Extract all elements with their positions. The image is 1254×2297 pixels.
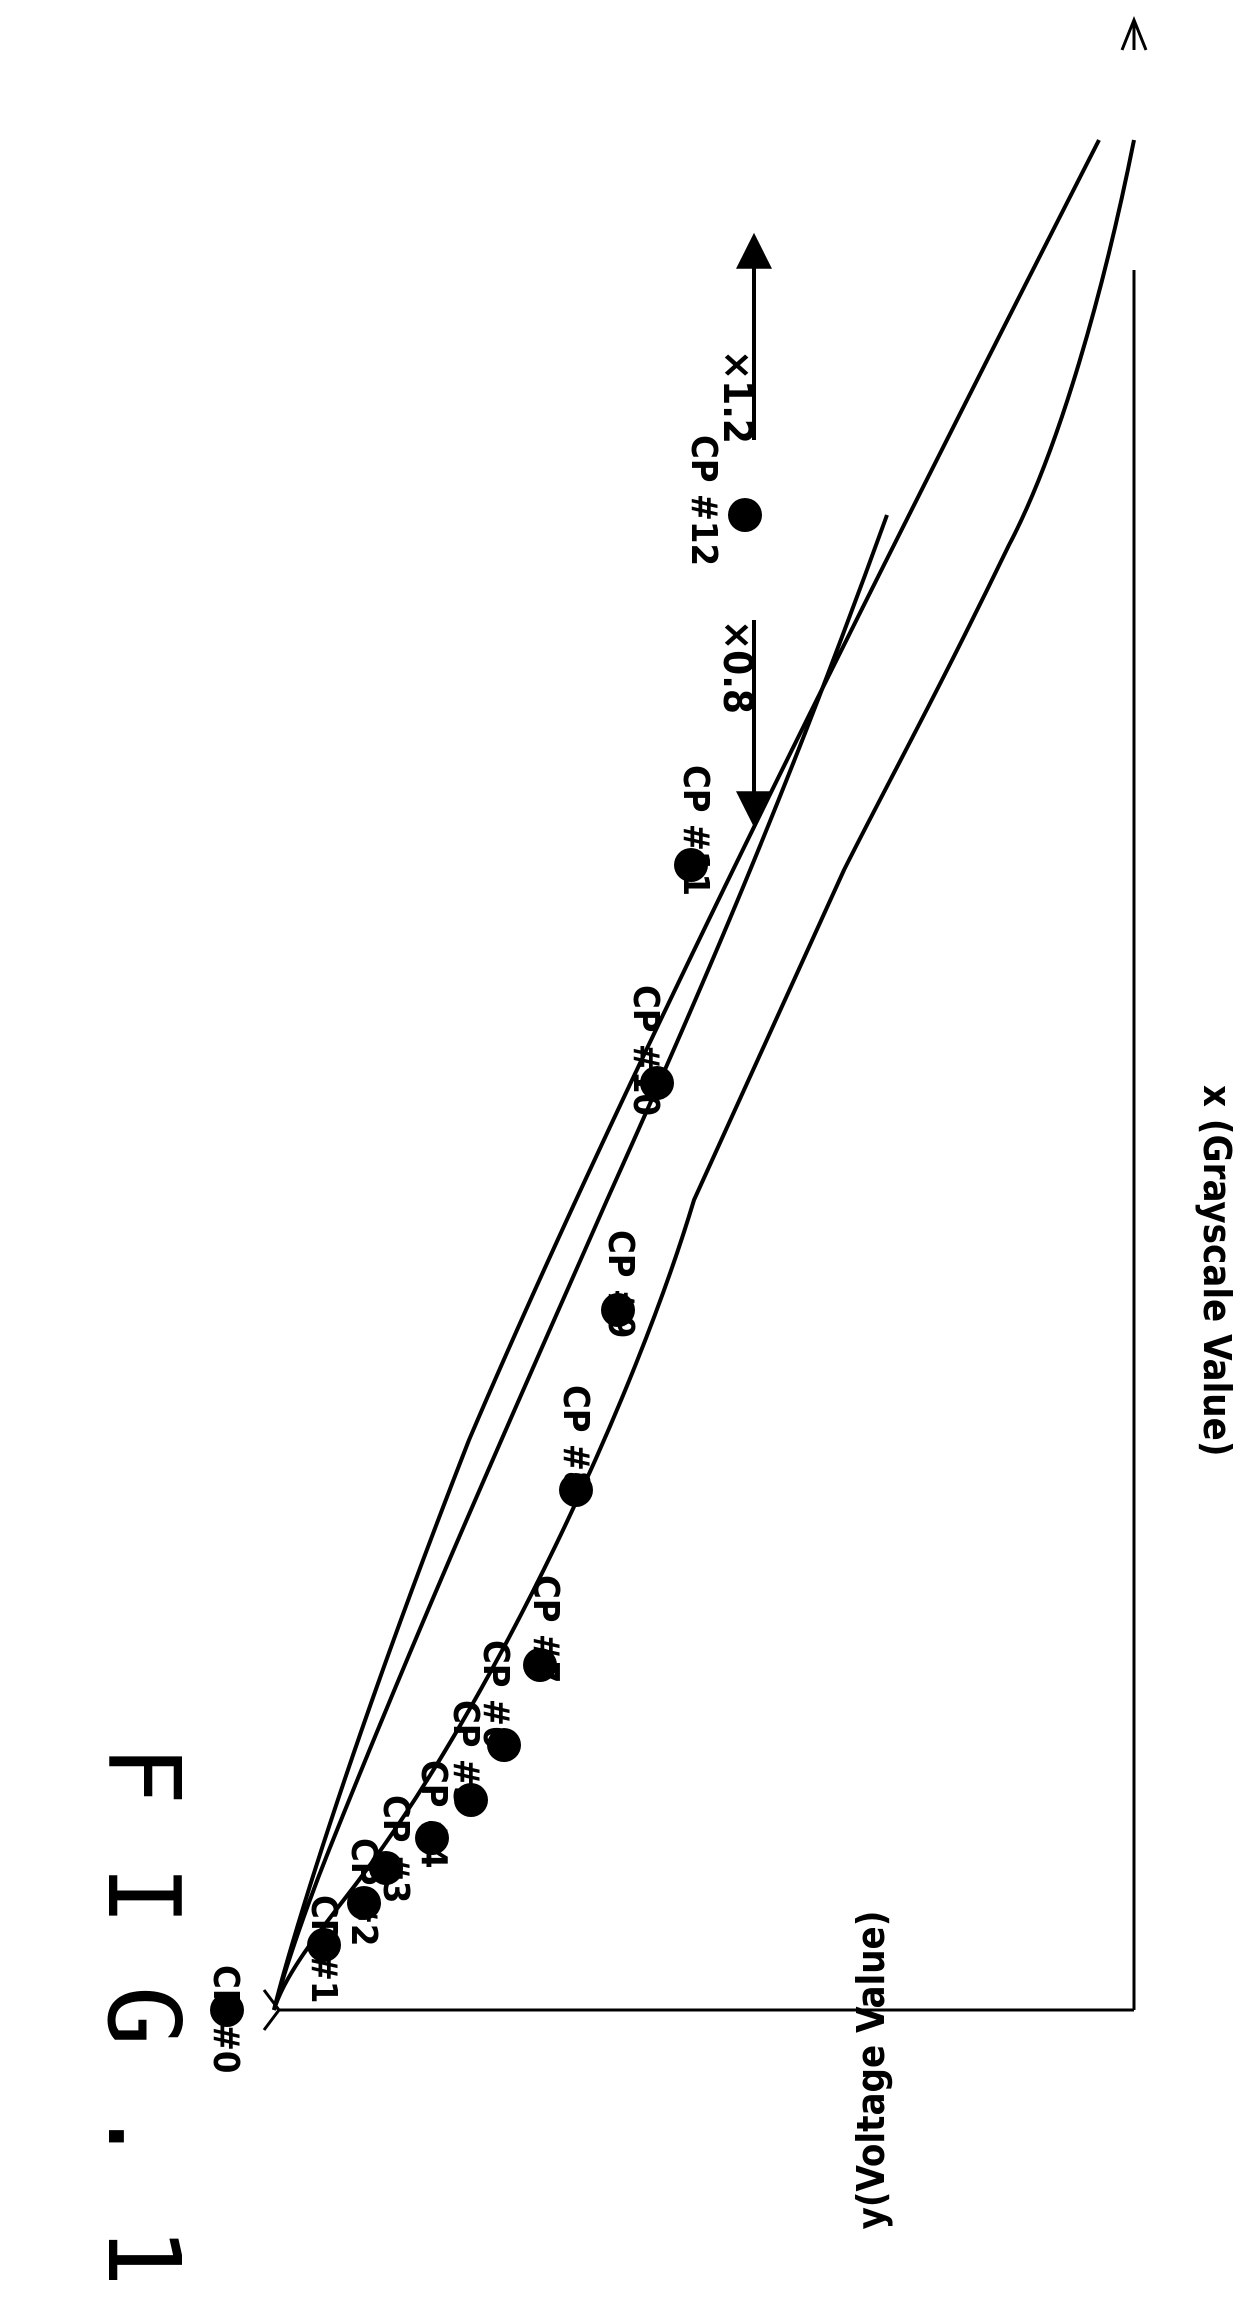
cp-label-10: CP #10 [625, 985, 666, 1116]
control-point-0 [210, 1993, 244, 2027]
control-points [210, 498, 762, 2027]
control-point-12 [728, 498, 762, 532]
control-point-9 [601, 1293, 635, 1327]
cp-label-3: CP #3 [375, 1795, 416, 1903]
figure-title: F I G . 1 9 [85, 1745, 202, 2297]
cp-label-8: CP #8 [555, 1385, 596, 1493]
cp-label-4: CP #4 [413, 1760, 454, 1868]
y-axis-label: y(Voltage Value) [849, 1911, 893, 2230]
axes [262, 15, 1148, 2031]
control-point-8 [559, 1473, 593, 1507]
cp-label-1: CP #1 [303, 1895, 344, 2003]
control-point-2 [347, 1886, 381, 1920]
cp-label-11: CP #11 [675, 765, 716, 896]
cp-label-0: CP #0 [205, 1965, 246, 2073]
control-point-1 [307, 1928, 341, 1962]
curves [272, 139, 1136, 2011]
y-axis-arrowhead [262, 1989, 281, 2031]
x-axis-label: x (Grayscale Value) [1195, 1085, 1239, 1456]
control-point-3 [369, 1851, 403, 1885]
control-point-labels: CP #0 CP #1 CP #2 CP #3 CP #4 CP #5 CP #… [205, 435, 724, 2073]
lower-scale-label: ×0.8 [714, 620, 760, 714]
cp-label-12: CP #12 [683, 435, 724, 566]
upper-scale-label: ×1.2 [714, 350, 760, 444]
control-point-6 [487, 1728, 521, 1762]
control-point-5 [454, 1783, 488, 1817]
upper-curve [272, 139, 1101, 2011]
lower-curve [272, 139, 1136, 2011]
x-axis-arrowhead [1120, 15, 1148, 51]
control-point-7 [523, 1648, 557, 1682]
control-point-4 [415, 1821, 449, 1855]
cp-label-6: CP #6 [475, 1640, 516, 1748]
cp-label-5: CP #5 [445, 1700, 486, 1808]
cp-label-2: CP #2 [343, 1838, 384, 1946]
control-point-10 [640, 1066, 674, 1100]
control-point-11 [674, 848, 708, 882]
cp-label-7: CP #7 [525, 1575, 566, 1683]
cp-label-9: CP #9 [600, 1230, 641, 1338]
reference-curve [272, 514, 889, 2011]
